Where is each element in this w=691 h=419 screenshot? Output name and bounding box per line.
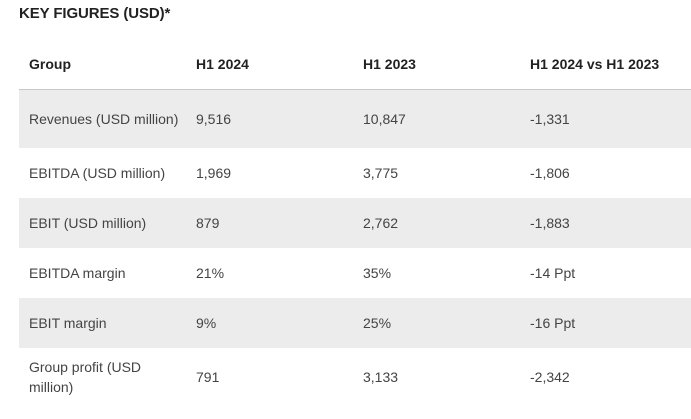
cell-change: -1,883 (520, 198, 691, 248)
cell-h1-2023: 3,775 (353, 148, 520, 198)
cell-change: -16 Ppt (520, 298, 691, 348)
table-row: Revenues (USD million) 9,516 10,847 -1,3… (19, 89, 691, 148)
cell-h1-2023: 10,847 (353, 89, 520, 148)
page-title: KEY FIGURES (USD)* (19, 5, 171, 22)
cell-h1-2024: 791 (186, 348, 353, 406)
row-label: Group profit (USD million) (19, 348, 186, 406)
row-label: EBIT (USD million) (19, 198, 186, 248)
cell-change: -1,806 (520, 148, 691, 198)
cell-h1-2024: 21% (186, 248, 353, 298)
row-label: Revenues (USD million) (19, 89, 186, 148)
cell-change: -1,331 (520, 89, 691, 148)
cell-h1-2024: 9% (186, 298, 353, 348)
row-label: EBITDA (USD million) (19, 148, 186, 198)
cell-h1-2023: 3,133 (353, 348, 520, 406)
table-row: Group profit (USD million) 791 3,133 -2,… (19, 348, 691, 406)
cell-change: -2,342 (520, 348, 691, 406)
column-header-group: Group (19, 39, 186, 90)
column-header-h1-2023: H1 2023 (353, 39, 520, 90)
cell-h1-2024: 879 (186, 198, 353, 248)
table-row: EBIT (USD million) 879 2,762 -1,883 (19, 198, 691, 248)
table-row: EBITDA margin 21% 35% -14 Ppt (19, 248, 691, 298)
column-header-change: H1 2024 vs H1 2023 (520, 39, 691, 90)
cell-h1-2024: 9,516 (186, 89, 353, 148)
column-header-h1-2024: H1 2024 (186, 39, 353, 90)
row-label: EBITDA margin (19, 248, 186, 298)
key-figures-table: Group H1 2024 H1 2023 H1 2024 vs H1 2023… (19, 39, 691, 406)
cell-h1-2023: 2,762 (353, 198, 520, 248)
table-row: EBITDA (USD million) 1,969 3,775 -1,806 (19, 148, 691, 198)
cell-h1-2023: 35% (353, 248, 520, 298)
table-header-row: Group H1 2024 H1 2023 H1 2024 vs H1 2023 (19, 39, 691, 90)
cell-h1-2024: 1,969 (186, 148, 353, 198)
cell-h1-2023: 25% (353, 298, 520, 348)
row-label: EBIT margin (19, 298, 186, 348)
table-row: EBIT margin 9% 25% -16 Ppt (19, 298, 691, 348)
cell-change: -14 Ppt (520, 248, 691, 298)
